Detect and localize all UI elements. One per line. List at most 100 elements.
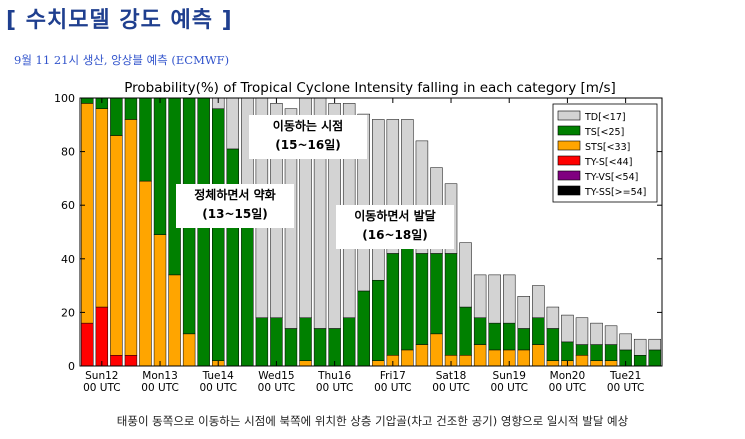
x-tick-sublabel: 00 UTC: [549, 382, 587, 394]
subtitle: 9월 11 21시 생산, 앙상블 예측 (ECMWF): [14, 53, 230, 67]
intensity-chart: Probability(%) of Tropical Cyclone Inten…: [54, 80, 663, 394]
bar-segment: [284, 328, 298, 367]
bar-segment: [270, 317, 283, 367]
bar-segment: [532, 344, 545, 367]
x-tick-sublabel: 00 UTC: [374, 382, 412, 394]
bar-segment: [299, 317, 312, 361]
bar-segment: [459, 355, 472, 367]
annotation-box: [336, 205, 454, 249]
bar-segment: [517, 296, 530, 329]
bar-segment: [124, 119, 138, 356]
legend-swatch: [557, 170, 581, 181]
bar-segment: [226, 148, 239, 367]
legend: TD[<17] TS[<25] STS[<33] TY-S[<44] TY-VS[<54…: [552, 103, 658, 203]
x-tick-sublabel: 00 UTC: [316, 382, 354, 394]
bar-segment: [561, 314, 574, 343]
footer-caption: 태풍이 동쪽으로 이동하는 시점에 북쪽에 위치한 상층 기압골(차고 건조한 …: [116, 414, 629, 428]
bar-segment: [415, 140, 429, 254]
annotation-line1: 이동하는 시점: [273, 118, 343, 133]
bar-segment: [357, 290, 370, 367]
bar-segment: [590, 360, 603, 367]
annotation-line1: 정체하면서 약화: [194, 187, 275, 202]
x-tick-label: Sun12: [85, 370, 118, 382]
bar-segment: [124, 97, 138, 120]
bar-segment: [124, 355, 138, 367]
bar-segment: [604, 360, 618, 367]
legend-label: STS[<33]: [585, 142, 630, 153]
annotation-line1: 이동하면서 발달: [354, 208, 435, 223]
bar-segment: [459, 242, 472, 308]
bar-segment: [633, 355, 647, 367]
y-tick-label: 80: [61, 146, 75, 159]
bar-segment: [546, 328, 560, 361]
bar-segment: [648, 338, 661, 351]
bar-segment: [372, 279, 385, 361]
annotation-line2: (16~18일): [362, 228, 427, 242]
legend-swatch: [557, 155, 581, 166]
bar-segment: [197, 97, 210, 367]
bar-segment: [546, 360, 560, 367]
bar-segment: [473, 344, 487, 367]
bar-segment: [110, 135, 123, 356]
bar-segment: [313, 328, 327, 367]
bar-segment: [590, 322, 603, 345]
bar-segment: [430, 333, 443, 367]
x-tick-label: Mon13: [142, 370, 178, 382]
bar-segment: [488, 274, 501, 324]
legend-box: [552, 103, 658, 203]
y-tick-label: 20: [61, 306, 75, 319]
bar-segment: [517, 349, 530, 367]
x-tick-sublabel: 00 UTC: [432, 382, 470, 394]
annotation-box: [176, 184, 294, 228]
x-tick-label: Wed15: [258, 370, 294, 382]
bar-segment: [81, 103, 94, 324]
bar-segment: [139, 180, 152, 367]
bar-segment: [503, 274, 516, 324]
bar-segment: [401, 247, 414, 351]
bar-segment: [517, 328, 530, 351]
bar-segment: [328, 328, 341, 367]
bar-segment: [372, 119, 385, 281]
bar-segment: [561, 341, 574, 361]
bar-segment: [604, 325, 618, 345]
legend-label: TY-S[<44]: [584, 157, 632, 168]
x-tick-label: Thu16: [317, 370, 351, 382]
bar-segment: [473, 274, 487, 319]
bar-segment: [532, 285, 545, 319]
x-tick-sublabel: 00 UTC: [490, 382, 528, 394]
chart-title: Probability(%) of Tropical Cyclone Inten…: [124, 80, 616, 96]
legend-swatch: [557, 125, 581, 136]
bar-segment: [255, 317, 269, 367]
x-tick-sublabel: 00 UTC: [258, 382, 296, 394]
bar-segment: [473, 317, 487, 345]
bar-segment: [386, 119, 400, 254]
bar-segment: [546, 306, 560, 329]
x-tick-label: Sun19: [493, 370, 526, 382]
y-tick-label: 60: [61, 199, 75, 212]
bar-segment: [241, 210, 254, 367]
bar-segment: [648, 349, 661, 367]
bar-segment: [488, 349, 501, 367]
bar-segment: [110, 97, 123, 136]
bar-segment: [212, 108, 225, 361]
bar-segment: [386, 253, 400, 356]
x-tick-sublabel: 00 UTC: [607, 382, 645, 394]
bar-segment: [430, 253, 443, 335]
legend-label: TD[<17]: [584, 112, 626, 123]
bar-segment: [415, 344, 429, 367]
y-tick-label: 100: [54, 92, 75, 105]
bar-segment: [153, 97, 167, 235]
bar-segment: [604, 344, 618, 361]
bar-segment: [401, 349, 414, 367]
annotation-line2: (13~15일): [202, 207, 267, 221]
bar-segment: [81, 322, 94, 367]
legend-swatch: [557, 110, 581, 121]
bar-segment: [444, 253, 458, 356]
legend-label: TY-SS[>=54]: [584, 187, 646, 198]
y-tick-label: 0: [68, 360, 75, 373]
bar-segment: [110, 355, 123, 367]
bar-segment: [532, 317, 545, 345]
bar-segment: [575, 344, 589, 356]
annotation-line2: (15~16일): [275, 138, 340, 152]
